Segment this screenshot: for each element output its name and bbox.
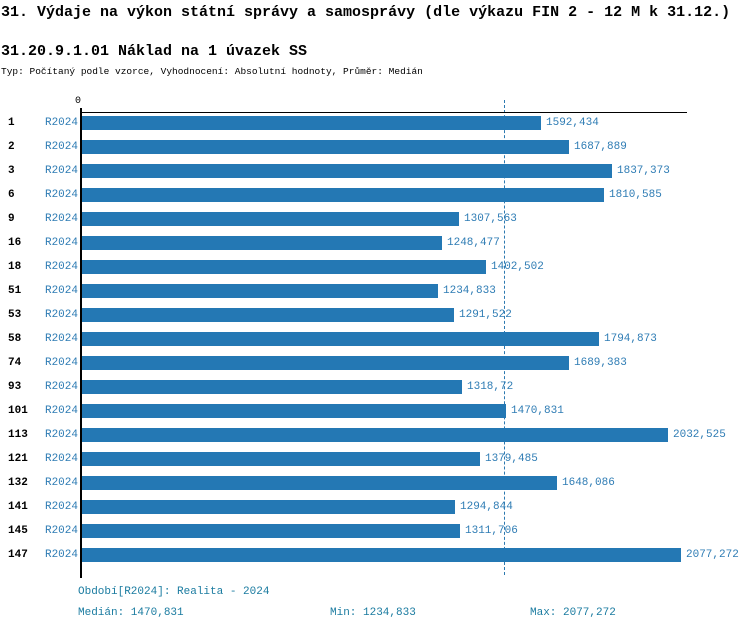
row-period-label: R2024 bbox=[44, 429, 78, 441]
bar-value-label: 1307,563 bbox=[464, 213, 517, 225]
bar-segment bbox=[82, 212, 459, 226]
row-category-label: 6 bbox=[8, 189, 15, 201]
bar-value-label: 1648,086 bbox=[562, 477, 615, 489]
bar-value-label: 1837,373 bbox=[617, 165, 670, 177]
row-category-label: 18 bbox=[8, 261, 22, 273]
bar-segment bbox=[82, 500, 455, 514]
bar-segment bbox=[82, 332, 599, 346]
bar-value-label: 1294,844 bbox=[460, 501, 513, 513]
row-period-label: R2024 bbox=[44, 309, 78, 321]
row-period-label: R2024 bbox=[44, 333, 78, 345]
bar-value-label: 1592,434 bbox=[546, 117, 599, 129]
bar-value-label: 1234,833 bbox=[443, 285, 496, 297]
chart-subtitle: 31.20.9.1.01 Náklad na 1 úvazek SS bbox=[1, 43, 308, 60]
row-category-label: 3 bbox=[8, 165, 15, 177]
bar-segment bbox=[82, 116, 541, 130]
row-period-label: R2024 bbox=[44, 213, 78, 225]
row-category-label: 101 bbox=[8, 405, 28, 417]
bar-segment bbox=[82, 164, 612, 178]
row-period-label: R2024 bbox=[44, 525, 78, 537]
row-category-label: 113 bbox=[8, 429, 28, 441]
row-category-label: 145 bbox=[8, 525, 28, 537]
bar-segment bbox=[82, 476, 557, 490]
row-period-label: R2024 bbox=[44, 165, 78, 177]
bar-segment bbox=[82, 428, 668, 442]
row-category-label: 1 bbox=[8, 117, 15, 129]
row-category-label: 51 bbox=[8, 285, 22, 297]
row-period-label: R2024 bbox=[44, 477, 78, 489]
footer-min-stat: Min: 1234,833 bbox=[330, 607, 416, 619]
bar-value-label: 1470,831 bbox=[511, 405, 564, 417]
row-category-label: 9 bbox=[8, 213, 15, 225]
row-category-label: 121 bbox=[8, 453, 28, 465]
bar-value-label: 1318,72 bbox=[467, 381, 514, 393]
bar-value-label: 1379,485 bbox=[485, 453, 538, 465]
bar-value-label: 1291,522 bbox=[459, 309, 512, 321]
bar-segment bbox=[82, 260, 486, 274]
bar-segment bbox=[82, 380, 462, 394]
bar-segment bbox=[82, 284, 438, 298]
x-axis-line bbox=[80, 112, 687, 113]
bar-value-label: 2077,272 bbox=[686, 549, 739, 561]
row-category-label: 58 bbox=[8, 333, 22, 345]
bar-value-label: 1689,383 bbox=[574, 357, 627, 369]
row-category-label: 147 bbox=[8, 549, 28, 561]
row-period-label: R2024 bbox=[44, 261, 78, 273]
row-category-label: 16 bbox=[8, 237, 22, 249]
row-period-label: R2024 bbox=[44, 453, 78, 465]
chart-meta-line: Typ: Počítaný podle vzorce, Vyhodnocení:… bbox=[1, 66, 423, 77]
row-period-label: R2024 bbox=[44, 501, 78, 513]
footer-max-stat: Max: 2077,272 bbox=[530, 607, 616, 619]
bar-value-label: 1311,706 bbox=[465, 525, 518, 537]
axis-origin-label: 0 bbox=[74, 96, 81, 107]
row-category-label: 2 bbox=[8, 141, 15, 153]
row-category-label: 74 bbox=[8, 357, 22, 369]
bar-value-label: 1687,889 bbox=[574, 141, 627, 153]
chart-title: 31. Výdaje na výkon státní správy a samo… bbox=[1, 4, 731, 21]
row-period-label: R2024 bbox=[44, 405, 78, 417]
bar-segment bbox=[82, 404, 506, 418]
y-axis-line bbox=[80, 108, 82, 578]
footer-median-stat: Medián: 1470,831 bbox=[78, 607, 184, 619]
bar-value-label: 1402,502 bbox=[491, 261, 544, 273]
row-period-label: R2024 bbox=[44, 117, 78, 129]
bar-segment bbox=[82, 308, 454, 322]
bar-segment bbox=[82, 452, 480, 466]
bar-value-label: 1794,873 bbox=[604, 333, 657, 345]
bar-segment bbox=[82, 524, 460, 538]
bar-segment bbox=[82, 140, 569, 154]
bar-segment bbox=[82, 188, 604, 202]
bar-segment bbox=[82, 548, 681, 562]
row-category-label: 53 bbox=[8, 309, 22, 321]
row-category-label: 132 bbox=[8, 477, 28, 489]
bar-value-label: 1248,477 bbox=[447, 237, 500, 249]
row-period-label: R2024 bbox=[44, 237, 78, 249]
row-category-label: 93 bbox=[8, 381, 22, 393]
bar-value-label: 1810,585 bbox=[609, 189, 662, 201]
row-period-label: R2024 bbox=[44, 141, 78, 153]
bar-segment bbox=[82, 356, 569, 370]
bar-segment bbox=[82, 236, 442, 250]
bar-value-label: 2032,525 bbox=[673, 429, 726, 441]
row-period-label: R2024 bbox=[44, 549, 78, 561]
row-category-label: 141 bbox=[8, 501, 28, 513]
row-period-label: R2024 bbox=[44, 381, 78, 393]
row-period-label: R2024 bbox=[44, 285, 78, 297]
row-period-label: R2024 bbox=[44, 357, 78, 369]
row-period-label: R2024 bbox=[44, 189, 78, 201]
footer-period-label: Období[R2024]: Realita - 2024 bbox=[78, 586, 270, 598]
